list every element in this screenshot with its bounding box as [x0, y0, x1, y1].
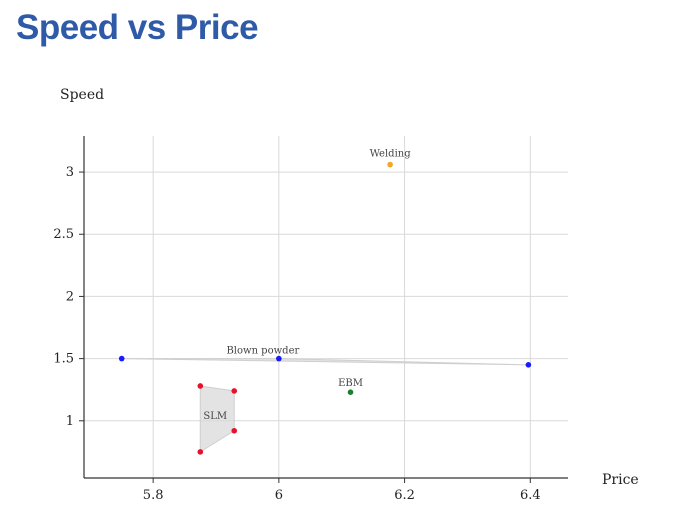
slm-point	[231, 388, 238, 394]
welding-annotation: Welding	[370, 149, 412, 160]
blown-powder-point	[118, 355, 125, 362]
group-hulls	[121, 358, 529, 453]
welding-point	[387, 161, 393, 168]
slm-point	[197, 383, 204, 389]
y-axis-label: Speed	[60, 87, 104, 103]
axes	[79, 136, 568, 483]
ebm-annotation: EBM	[338, 378, 363, 389]
x-tick-label: 6.4	[520, 488, 541, 503]
y-tick-label: 1	[66, 414, 74, 429]
slm-annotation: SLM	[203, 411, 227, 422]
y-tick-label: 1.5	[53, 352, 74, 367]
slm-point	[197, 449, 204, 455]
blown-powder-point	[525, 362, 532, 368]
ebm-point	[347, 389, 354, 395]
group-annotations: Welding Blown powder EBM SLM	[203, 149, 411, 422]
grid-lines	[84, 136, 568, 478]
blown-powder-annotation: Blown powder	[226, 346, 299, 357]
data-points	[118, 161, 532, 455]
slm-point	[231, 427, 238, 434]
y-tick-label: 2.5	[53, 227, 74, 242]
x-tick-label: 5.8	[143, 488, 164, 503]
blown-powder-point	[276, 355, 282, 362]
blown-powder-hull	[121, 358, 529, 366]
x-tick-label: 6	[275, 488, 283, 503]
x-axis-label: Price	[602, 472, 639, 488]
y-tick-label: 3	[66, 165, 74, 180]
y-tick-label: 2	[66, 289, 74, 304]
tick-labels: 5.8 6 6.2 6.4 1 1.5 2 2.5 3	[53, 165, 540, 503]
page-title: Speed vs Price	[16, 8, 259, 47]
x-tick-label: 6.2	[394, 488, 415, 503]
